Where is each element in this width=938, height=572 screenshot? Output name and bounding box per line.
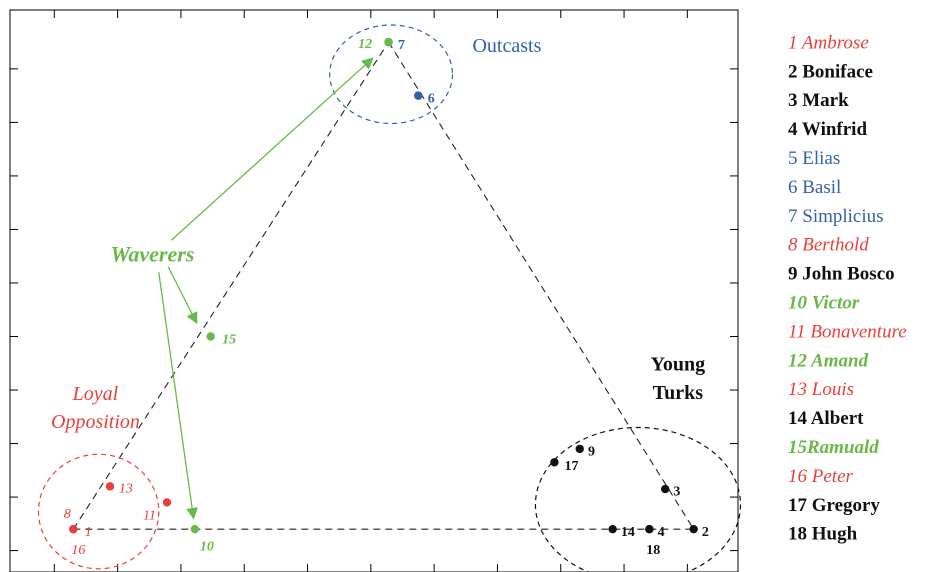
group-label-turks1: Young xyxy=(651,354,705,376)
arrow-1 xyxy=(167,266,198,325)
legend-entry-16: 16 Peter xyxy=(788,466,854,487)
legend-entry-5: 5 Elias xyxy=(788,148,840,169)
point-10 xyxy=(190,524,200,534)
point-labels: 18 16 13 11 10 15 12 7 6 9 17 3 14 4 18 2 xyxy=(64,37,709,558)
group-circles xyxy=(37,24,742,572)
legend-entry-7: 7 Simplicius xyxy=(788,206,884,227)
group-label-loyal1: Loyal xyxy=(72,383,119,405)
dashed-edge-2 xyxy=(388,41,695,530)
member-points xyxy=(69,37,698,534)
legend-entry-10: 10 Victor xyxy=(788,292,860,313)
legend-entry-3: 3 Mark xyxy=(788,90,849,111)
point-16 xyxy=(69,524,78,534)
point-label-12: 12 xyxy=(358,37,372,52)
point-14 xyxy=(608,524,617,534)
legend-entry-12: 12 Amand xyxy=(788,350,869,371)
dashed-triangle xyxy=(72,41,695,530)
legend-entry-14: 14 Albert xyxy=(788,408,864,429)
point-label-15: 15 xyxy=(222,332,236,347)
legend-entry-15: 15Ramuald xyxy=(788,437,879,458)
point-3 xyxy=(661,484,670,494)
circle-turk xyxy=(534,426,742,572)
group-label-loyal2: Opposition xyxy=(51,411,140,433)
group-labels: Waverers Loyal Opposition Outcasts Young Turk… xyxy=(51,35,705,433)
point-12 xyxy=(384,37,393,47)
legend: 1 Ambrose 2 Boniface 3 Mark 4 Winfrid 5 Elia… xyxy=(788,32,907,544)
point-label-11: 11 xyxy=(143,509,156,524)
point-11 xyxy=(162,498,172,507)
legend-entry-4: 4 Winfrid xyxy=(788,119,867,140)
point-label-6: 6 xyxy=(428,92,435,107)
plot-frame xyxy=(9,9,739,572)
legend-entry-13: 13 Louis xyxy=(788,379,854,400)
dashed-edge-1 xyxy=(72,41,390,530)
point-15 xyxy=(206,332,215,341)
point-label-2: 2 xyxy=(702,525,709,540)
point-label-4: 4 xyxy=(658,525,665,540)
group-label-waverers: Waverers xyxy=(110,241,194,266)
point-label-7: 7 xyxy=(398,38,405,53)
point-label-8: 8 xyxy=(64,507,71,522)
legend-entry-18: 18 Hugh xyxy=(788,524,858,545)
point-label-14: 14 xyxy=(621,525,635,540)
arrow-2 xyxy=(158,272,198,520)
legend-entry-2: 2 Boniface xyxy=(788,61,873,82)
point-label-3: 3 xyxy=(673,484,680,499)
circle-loyal xyxy=(37,453,160,570)
point-label-18: 18 xyxy=(646,543,660,558)
arrow-0 xyxy=(170,57,374,241)
point-17 xyxy=(550,458,559,467)
point-2 xyxy=(689,524,698,534)
circle-outcast xyxy=(329,24,454,125)
point-9 xyxy=(575,444,584,454)
point-13 xyxy=(105,482,115,491)
group-label-turks2: Turks xyxy=(653,382,704,404)
point-label-1: 1 xyxy=(85,525,92,540)
point-label-17: 17 xyxy=(565,459,579,474)
waverer-arrows xyxy=(158,57,374,520)
point-label-13: 13 xyxy=(119,481,133,496)
point-label-10: 10 xyxy=(200,540,214,555)
group-label-outcasts: Outcasts xyxy=(472,35,541,57)
point-6 xyxy=(414,91,423,100)
legend-entry-6: 6 Basil xyxy=(788,177,841,198)
point-label-16: 16 xyxy=(71,543,85,558)
legend-entry-17: 17 Gregory xyxy=(788,495,880,516)
legend-entry-11: 11 Bonaventure xyxy=(788,321,907,342)
point-label-9: 9 xyxy=(588,444,595,459)
legend-entry-8: 8 Berthold xyxy=(788,235,869,256)
point-18 xyxy=(645,524,654,534)
axis-ticks xyxy=(10,10,738,572)
legend-entry-9: 9 John Bosco xyxy=(788,264,895,285)
legend-entry-1: 1 Ambrose xyxy=(788,32,869,53)
